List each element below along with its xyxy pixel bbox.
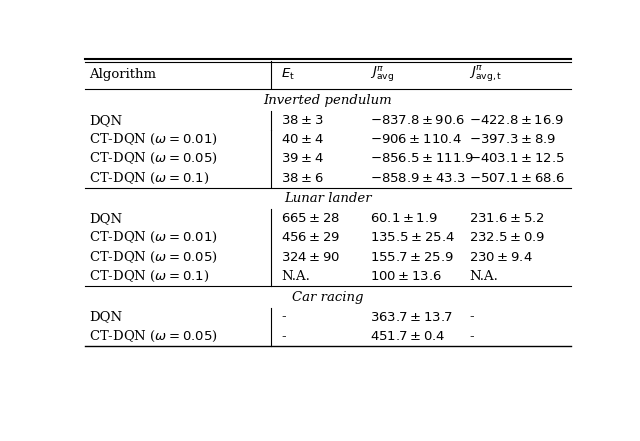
Text: $-856.5 \pm 111.9$: $-856.5 \pm 111.9$ — [370, 152, 474, 165]
Text: $38 \pm 3$: $38 \pm 3$ — [281, 114, 323, 127]
Text: $451.7 \pm 0.4$: $451.7 \pm 0.4$ — [370, 330, 445, 343]
Text: $665 \pm 28$: $665 \pm 28$ — [281, 212, 340, 225]
Text: $230 \pm 9.4$: $230 \pm 9.4$ — [469, 250, 533, 264]
Text: $231.6 \pm 5.2$: $231.6 \pm 5.2$ — [469, 212, 545, 225]
Text: -: - — [469, 330, 474, 343]
Text: $-397.3 \pm 8.9$: $-397.3 \pm 8.9$ — [469, 133, 557, 146]
Text: CT-DQN ($\omega = 0.05$): CT-DQN ($\omega = 0.05$) — [89, 250, 218, 265]
Text: $40 \pm 4$: $40 \pm 4$ — [281, 133, 324, 146]
Text: -: - — [281, 310, 285, 324]
Text: $39 \pm 4$: $39 \pm 4$ — [281, 152, 324, 165]
Text: DQN: DQN — [89, 310, 122, 324]
Text: $-858.9 \pm 43.3$: $-858.9 \pm 43.3$ — [370, 172, 466, 184]
Text: CT-DQN ($\omega = 0.1$): CT-DQN ($\omega = 0.1$) — [89, 171, 209, 186]
Text: Inverted pendulum: Inverted pendulum — [264, 94, 392, 107]
Text: $60.1 \pm 1.9$: $60.1 \pm 1.9$ — [370, 212, 438, 225]
Text: -: - — [469, 310, 474, 324]
Text: Algorithm: Algorithm — [89, 68, 156, 81]
Text: $100 \pm 13.6$: $100 \pm 13.6$ — [370, 270, 442, 283]
Text: $324 \pm 90$: $324 \pm 90$ — [281, 250, 340, 264]
Text: -: - — [281, 330, 285, 343]
Text: $-422.8 \pm 16.9$: $-422.8 \pm 16.9$ — [469, 114, 565, 127]
Text: CT-DQN ($\omega = 0.05$): CT-DQN ($\omega = 0.05$) — [89, 151, 218, 166]
Text: $456 \pm 29$: $456 \pm 29$ — [281, 232, 340, 244]
Text: $232.5 \pm 0.9$: $232.5 \pm 0.9$ — [469, 232, 546, 244]
Text: CT-DQN ($\omega = 0.1$): CT-DQN ($\omega = 0.1$) — [89, 269, 209, 284]
Text: CT-DQN ($\omega = 0.01$): CT-DQN ($\omega = 0.01$) — [89, 230, 218, 246]
Text: Car racing: Car racing — [292, 291, 364, 304]
Text: $J^{\pi}_{\rm avg,t}$: $J^{\pi}_{\rm avg,t}$ — [469, 65, 503, 84]
Text: $-507.1 \pm 68.6$: $-507.1 \pm 68.6$ — [469, 172, 565, 184]
Text: CT-DQN ($\omega = 0.05$): CT-DQN ($\omega = 0.05$) — [89, 329, 218, 344]
Text: $-403.1 \pm 12.5$: $-403.1 \pm 12.5$ — [469, 152, 565, 165]
Text: $-906 \pm 110.4$: $-906 \pm 110.4$ — [370, 133, 462, 146]
Text: $E_{\rm t}$: $E_{\rm t}$ — [281, 67, 295, 82]
Text: N.A.: N.A. — [469, 270, 498, 283]
Text: DQN: DQN — [89, 114, 122, 127]
Text: $155.7 \pm 25.9$: $155.7 \pm 25.9$ — [370, 250, 454, 264]
Text: CT-DQN ($\omega = 0.01$): CT-DQN ($\omega = 0.01$) — [89, 132, 218, 147]
Text: N.A.: N.A. — [281, 270, 310, 283]
Text: DQN: DQN — [89, 212, 122, 225]
Text: $38 \pm 6$: $38 \pm 6$ — [281, 172, 323, 184]
Text: $J^{\pi}_{\rm avg}$: $J^{\pi}_{\rm avg}$ — [370, 65, 394, 84]
Text: Lunar lander: Lunar lander — [284, 192, 372, 206]
Text: $-837.8 \pm 90.6$: $-837.8 \pm 90.6$ — [370, 114, 466, 127]
Text: $135.5 \pm 25.4$: $135.5 \pm 25.4$ — [370, 232, 455, 244]
Text: $363.7 \pm 13.7$: $363.7 \pm 13.7$ — [370, 310, 453, 324]
